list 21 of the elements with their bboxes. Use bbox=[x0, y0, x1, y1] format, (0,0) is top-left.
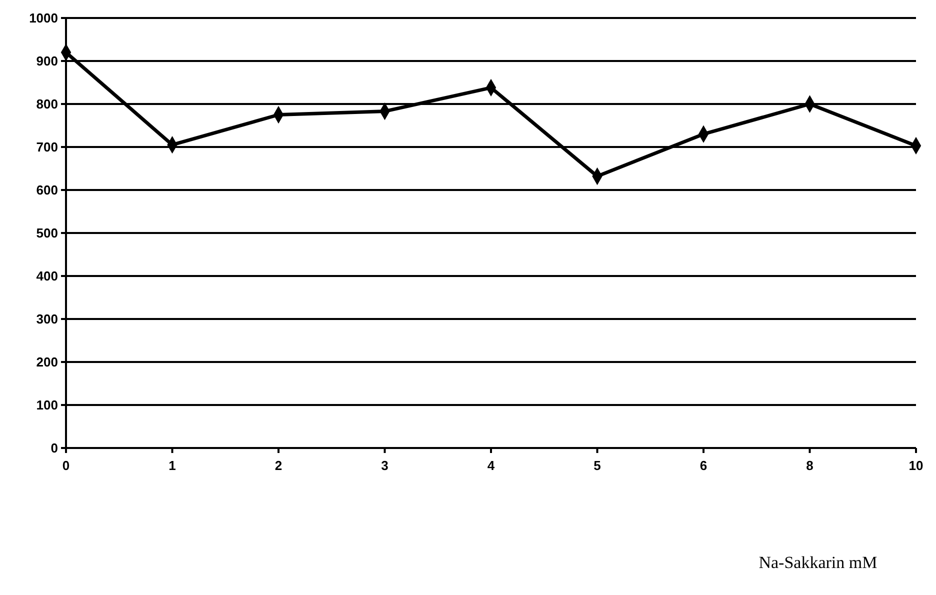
y-tick-label: 500 bbox=[36, 226, 58, 241]
x-axis-title: Na-Sakkarin mM bbox=[758, 553, 878, 572]
y-tick-label: 200 bbox=[36, 354, 58, 370]
y-tick-label: 600 bbox=[36, 182, 58, 198]
x-tick-label: 0 bbox=[62, 458, 70, 473]
x-tick-label: 3 bbox=[381, 458, 388, 473]
x-tick-label: 1 bbox=[168, 458, 176, 473]
y-tick-label: 1000 bbox=[29, 10, 58, 26]
x-tick-label: 6 bbox=[700, 458, 708, 473]
y-tick-label: 100 bbox=[36, 398, 58, 413]
x-tick-label: 4 bbox=[487, 458, 496, 473]
x-tick-label: 5 bbox=[594, 458, 601, 473]
x-tick-label: 8 bbox=[806, 458, 814, 473]
x-tick-label: 2 bbox=[274, 458, 282, 473]
y-tick-label: 900 bbox=[36, 54, 58, 69]
y-tick-label: 800 bbox=[36, 96, 58, 112]
x-tick-label: 10 bbox=[908, 458, 924, 473]
y-tick-label: 700 bbox=[36, 140, 58, 155]
y-tick-label: 300 bbox=[36, 312, 58, 327]
y-tick-label: 0 bbox=[50, 440, 58, 456]
y-tick-label: 400 bbox=[36, 268, 58, 284]
